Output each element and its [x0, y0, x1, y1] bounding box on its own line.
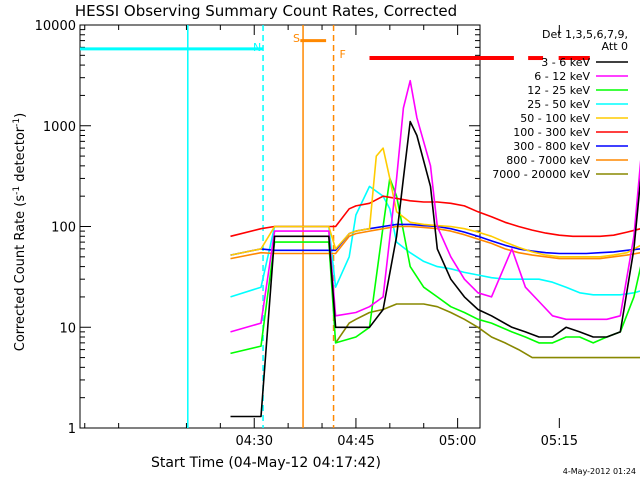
- legend-label: 300 - 800 keV: [513, 140, 590, 153]
- series-lines: [230, 79, 640, 418]
- marker-label: F: [340, 48, 346, 61]
- legend-label: 12 - 25 keV: [527, 84, 590, 97]
- series-line-50-100-kev: [230, 147, 640, 258]
- plot-area: 11010010001000004:3004:4505:0005:1505:30…: [35, 19, 640, 449]
- x-tick-label: 04:30: [236, 434, 273, 449]
- x-tick-label: 04:45: [337, 434, 374, 449]
- legend-header-2: Att 0: [602, 40, 628, 53]
- y-tick-label: 100: [51, 221, 76, 236]
- legend-label: 800 - 7000 keV: [506, 154, 590, 167]
- axis-ticks: 11010010001000004:3004:4505:0005:1505:30…: [35, 19, 578, 449]
- y-label-part-2: detector: [13, 126, 28, 186]
- marker-label: S: [293, 32, 300, 45]
- series-line-7000-20000-kev: [334, 303, 640, 359]
- legend-label: 7000 - 20000 keV: [492, 168, 590, 181]
- series-line-12-25-kev: [230, 177, 640, 355]
- legend-label: 50 - 100 keV: [520, 112, 590, 125]
- y-tick-label: 1: [68, 422, 76, 437]
- y-tick-label: 10000: [35, 19, 76, 34]
- y-label-sup-2: -1: [12, 118, 22, 127]
- legend-header-1: Det 1,3,5,6,7,9,: [542, 28, 628, 41]
- series-line-100-300-kev: [230, 195, 640, 238]
- y-label-sup-1: -1: [12, 186, 22, 195]
- x-tick-label: 05:15: [541, 434, 578, 449]
- y-label-part-1: Corrected Count Rate (s: [13, 195, 28, 352]
- legend-label: 25 - 50 keV: [527, 98, 590, 111]
- footer-timestamp: 4-May-2012 01:24: [563, 467, 636, 476]
- y-tick-label: 1000: [43, 120, 76, 135]
- series-line-3-6-kev: [230, 120, 640, 418]
- legend-label: 100 - 300 keV: [513, 126, 590, 139]
- x-axis-label: Start Time (04-May-12 04:17:42): [151, 455, 381, 471]
- legend-label: 6 - 12 keV: [534, 70, 590, 83]
- marker-label: N: [253, 41, 261, 54]
- x-tick-label: 05:00: [439, 434, 476, 449]
- y-label-part-3: ): [13, 113, 28, 118]
- legend-label: 3 - 6 keV: [541, 56, 590, 69]
- series-line-6-12-kev: [230, 79, 640, 333]
- series-line-25-50-kev: [230, 185, 640, 298]
- y-tick-label: 10: [59, 321, 76, 336]
- y-axis-label: Corrected Count Rate (s-1 detector-1): [12, 113, 28, 351]
- chart-title: HESSI Observing Summary Count Rates, Cor…: [75, 2, 457, 20]
